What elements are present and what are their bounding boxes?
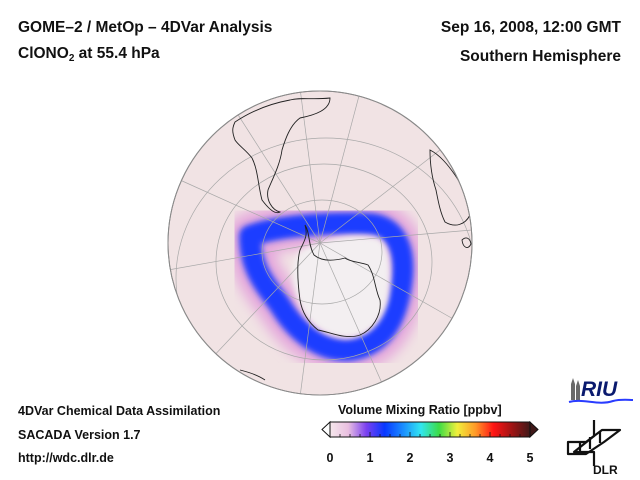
footer-assimilation: 4DVar Chemical Data Assimilation bbox=[18, 404, 221, 418]
colorbar-tick-3: 3 bbox=[446, 451, 454, 465]
riu-logo: RIU bbox=[568, 378, 634, 404]
species-suffix: at 55.4 hPa bbox=[74, 45, 160, 62]
species-label: ClONO2 at 55.4 hPa bbox=[18, 45, 160, 64]
colorbar-tick-0: 0 bbox=[326, 451, 334, 465]
colorbar-tick-4: 4 bbox=[486, 451, 494, 465]
colorbar-tick-2: 2 bbox=[406, 451, 414, 465]
vortex-ring bbox=[239, 212, 414, 362]
hemisphere-label: Southern Hemisphere bbox=[459, 48, 621, 65]
colorbar-over-arrow bbox=[529, 420, 539, 439]
map-title: GOME–2 / MetOp – 4DVar Analysis bbox=[18, 19, 273, 36]
riu-logo-text: RIU bbox=[581, 378, 618, 401]
footer-version: SACADA Version 1.7 bbox=[18, 428, 141, 442]
analysis-date: Sep 16, 2008, 12:00 GMT bbox=[440, 19, 621, 36]
colorbar-under-arrow bbox=[321, 420, 331, 439]
footer-url[interactable]: http://wdc.dlr.de bbox=[18, 451, 114, 465]
graticule bbox=[168, 91, 472, 395]
species-prefix: ClONO bbox=[18, 45, 69, 62]
colorbar-tick-1: 1 bbox=[366, 451, 374, 465]
colorbar-title: Volume Mixing Ratio [ppbv] bbox=[338, 403, 502, 417]
species-subscript: 2 bbox=[68, 53, 75, 64]
dlr-logo: DLR bbox=[566, 420, 622, 476]
coastlines bbox=[232, 97, 472, 381]
dlr-logo-text: DLR bbox=[593, 463, 618, 476]
colorbar-tick-5: 5 bbox=[526, 451, 534, 465]
colorbar bbox=[321, 420, 539, 439]
